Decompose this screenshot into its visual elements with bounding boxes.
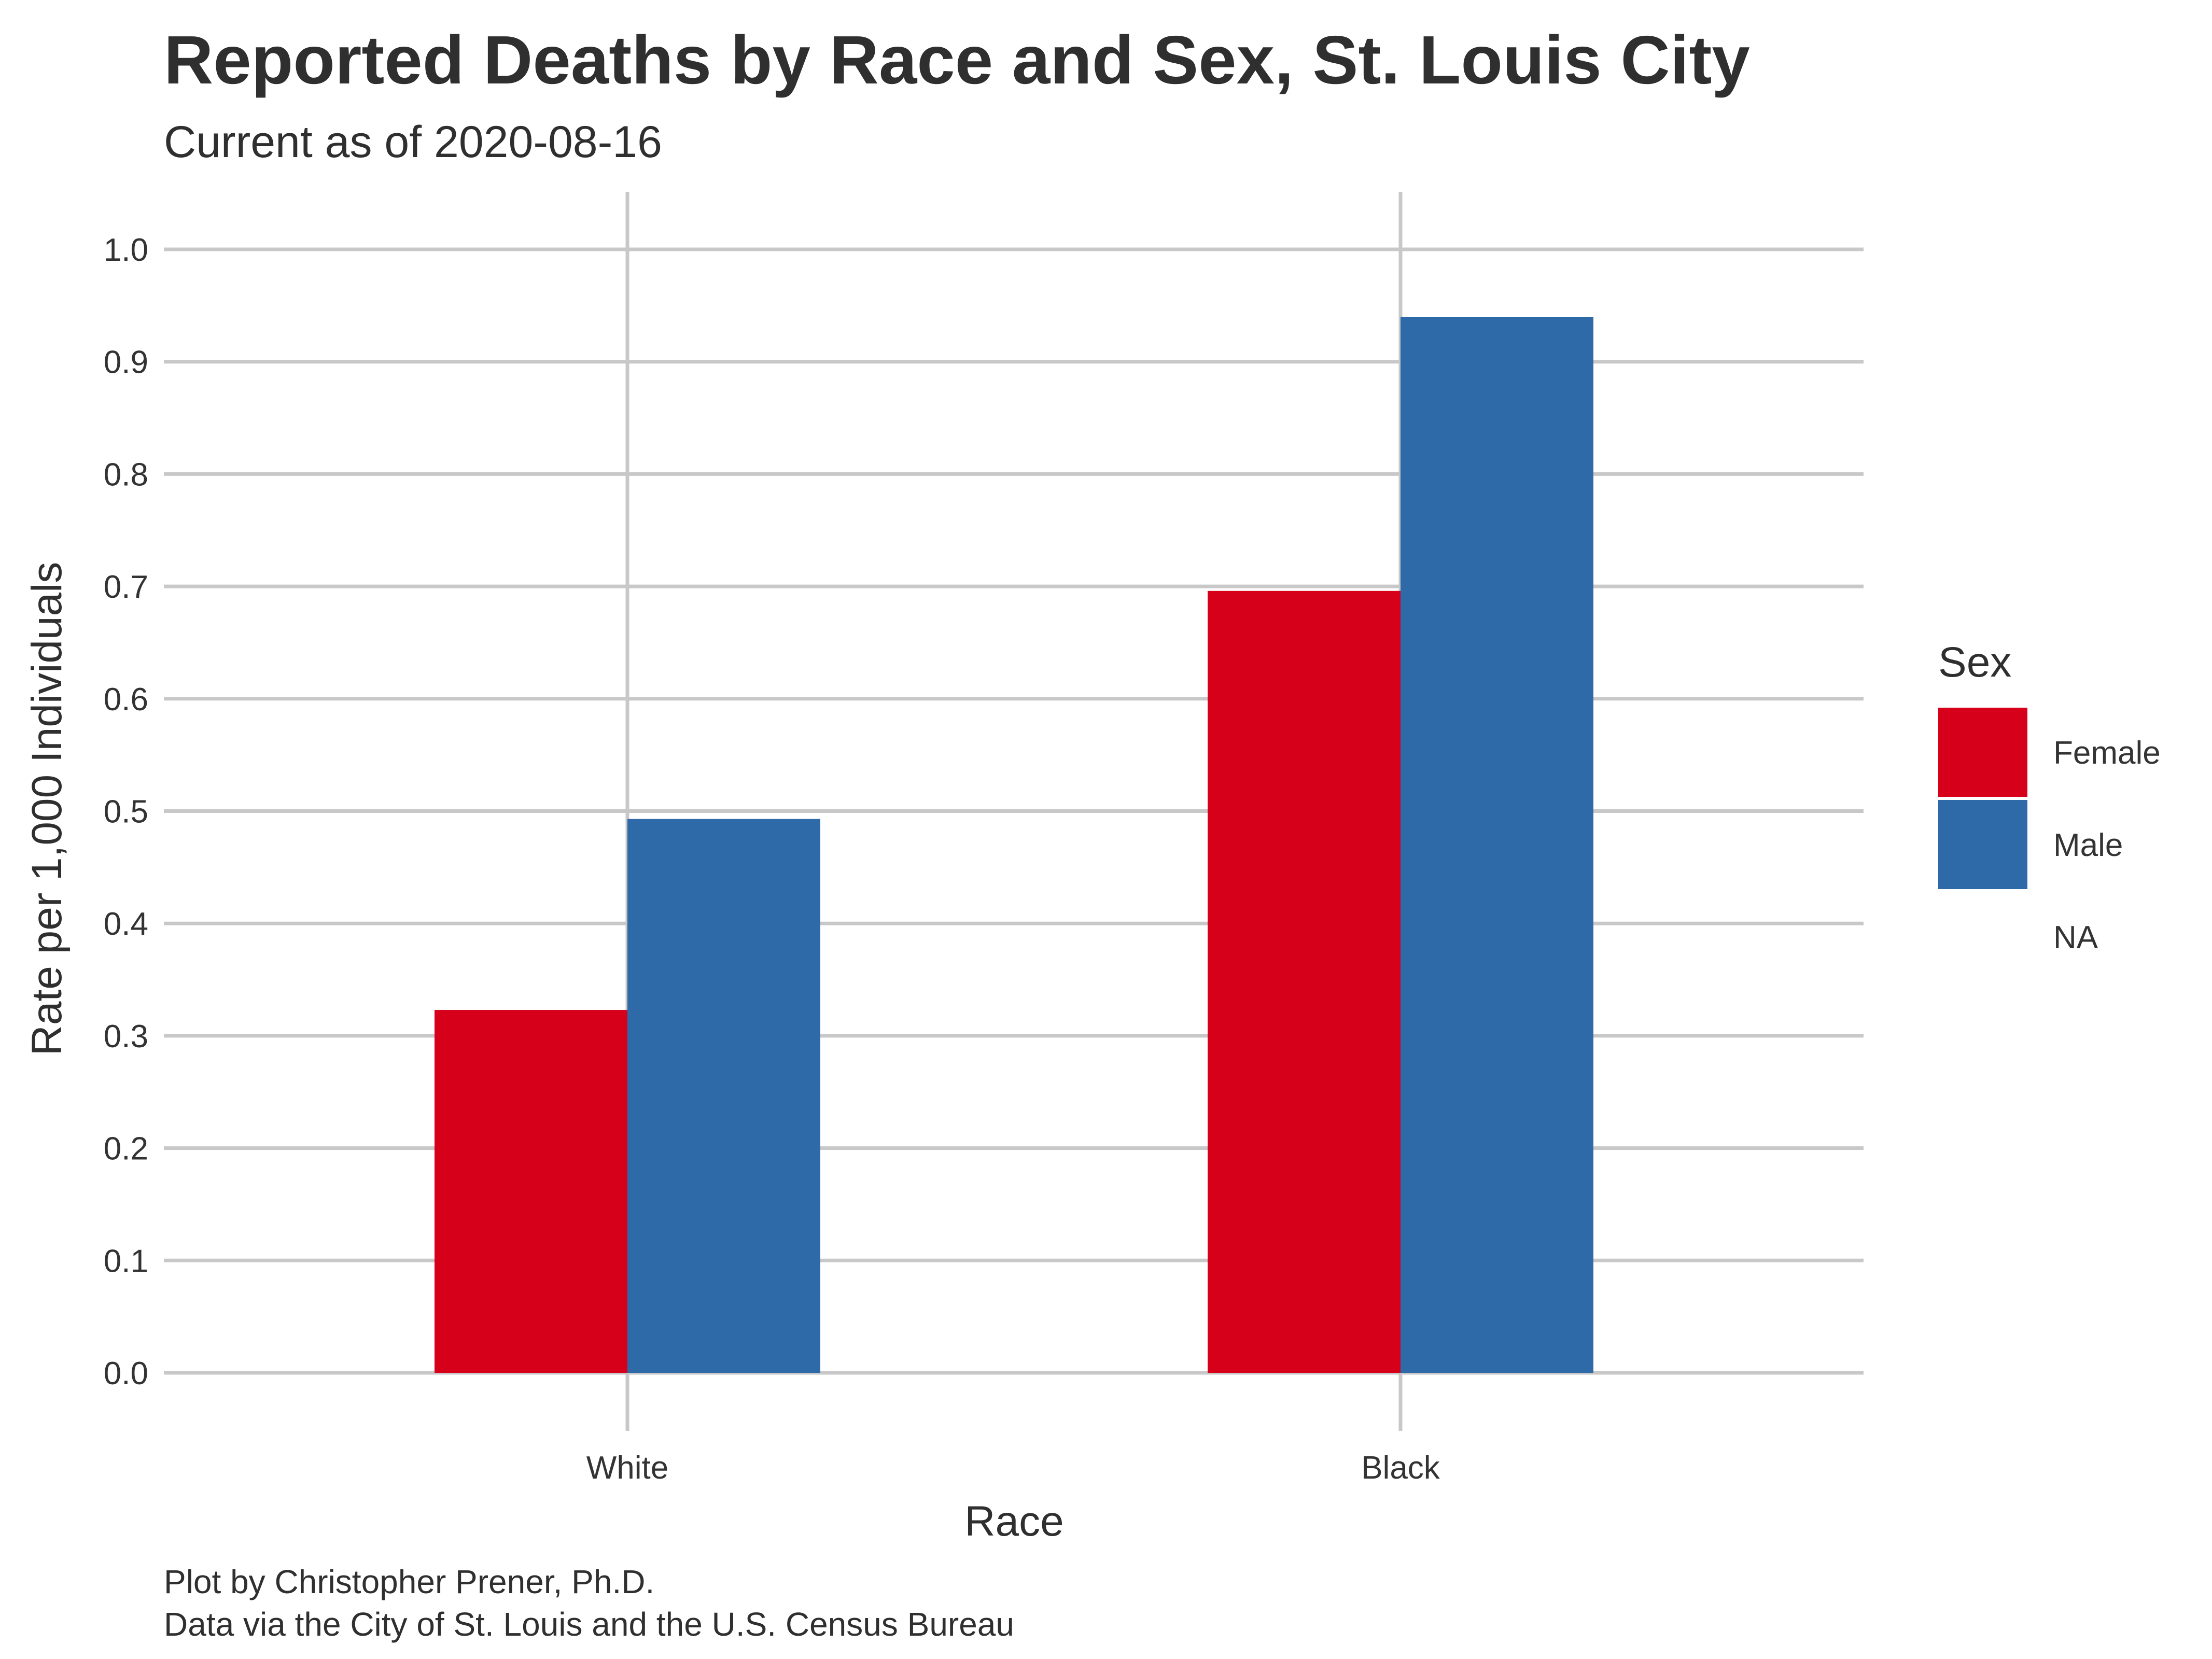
y-tick-label: 1.0 [104,232,148,268]
x-tick-label: White [586,1450,668,1486]
bar-male-white [627,819,820,1373]
x-tick-label: Black [1361,1450,1440,1486]
y-tick-label: 0.6 [104,682,148,718]
y-tick-label: 0.7 [104,569,148,605]
x-axis-title: Race [964,1498,1063,1545]
y-axis-ticks: 0.0 0.1 0.2 0.3 0.4 0.5 0.6 0.7 0.8 0.9 1.0 [104,232,148,1391]
legend-label-female: Female [2053,735,2161,771]
grid-lines [164,192,1864,1431]
y-tick-label: 0.1 [104,1243,148,1279]
caption: Plot by Christopher Prener, Ph.D. Data v… [164,1560,1014,1646]
y-tick-label: 0.3 [104,1019,148,1055]
y-tick-label: 0.5 [104,794,148,830]
legend-key-male [1938,800,2027,889]
legend-title: Sex [1938,639,2011,686]
bar-female-black [1208,591,1401,1373]
y-tick-label: 0.2 [104,1131,148,1167]
y-tick-label: 0.0 [104,1356,148,1391]
legend-key-female [1938,708,2027,797]
y-axis-title: Rate per 1,000 Individuals [23,562,71,1056]
chart-subtitle: Current as of 2020-08-16 [164,117,662,167]
legend-label-na: NA [2053,920,2098,955]
x-axis-ticks: White Black [586,1450,1440,1486]
bar-female-white [435,1010,627,1373]
caption-source: Data via the City of St. Louis and the U… [164,1606,1014,1643]
bars [435,317,1593,1373]
caption-author: Plot by Christopher Prener, Ph.D. [164,1563,655,1600]
y-tick-label: 0.4 [104,906,148,942]
legend-key-na [1938,892,2027,981]
y-tick-label: 0.9 [104,345,148,381]
legend-label-male: Male [2053,827,2123,863]
legend: Sex Female Male NA [1938,639,2161,981]
chart-title: Reported Deaths by Race and Sex, St. Lou… [164,22,1750,98]
y-tick-label: 0.8 [104,457,148,493]
bar-male-black [1401,317,1593,1373]
